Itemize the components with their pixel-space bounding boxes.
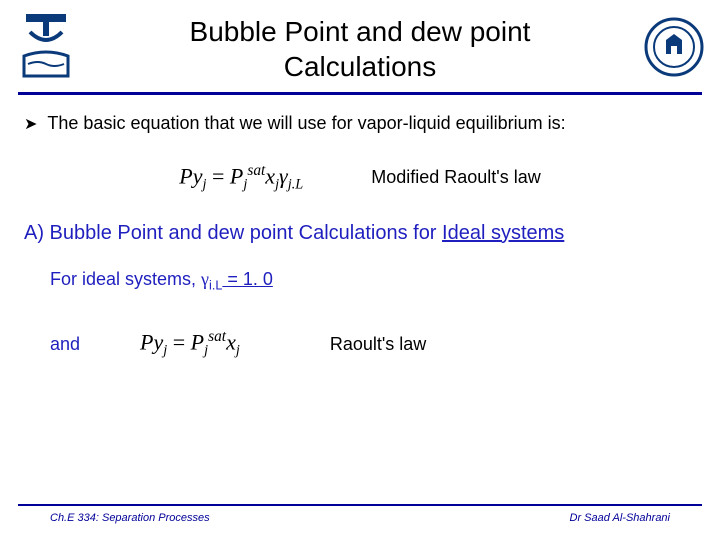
section-a-underlined: Ideal systems xyxy=(442,222,564,244)
logo-right xyxy=(644,12,704,82)
slide-body: ➤ The basic equation that we will use fo… xyxy=(0,95,720,360)
bullet-1: ➤ The basic equation that we will use fo… xyxy=(24,113,696,134)
title-line-1: Bubble Point and dew point xyxy=(190,16,531,47)
footer-rule xyxy=(18,504,702,506)
ideal-suffix: = 1. 0 xyxy=(222,269,273,289)
ideal-systems-line: For ideal systems, γi.L = 1. 0 xyxy=(50,269,696,293)
section-a-heading: A) Bubble Point and dew point Calculatio… xyxy=(24,222,696,245)
slide-header: Bubble Point and dew point Calculations xyxy=(0,0,720,95)
footer-left: Ch.E 334: Separation Processes xyxy=(50,512,210,524)
bullet-text: The basic equation that we will use for … xyxy=(47,113,565,134)
equation-1: Pyj = Pjsatxjγj.L xyxy=(179,162,303,194)
equation-2-row: and Pyj = Pjsatxj Raoult's law xyxy=(50,328,696,360)
and-text: and xyxy=(50,334,80,355)
section-a-prefix: A) Bubble Point and dew point Calculatio… xyxy=(24,222,442,244)
footer-row: Ch.E 334: Separation Processes Dr Saad A… xyxy=(0,512,720,524)
ideal-gamma: γ xyxy=(201,269,209,289)
equation-2: Pyj = Pjsatxj xyxy=(140,328,240,360)
logo-left xyxy=(16,12,76,82)
equation-1-row: Pyj = Pjsatxjγj.L Modified Raoult's law xyxy=(24,162,696,194)
slide-title: Bubble Point and dew point Calculations xyxy=(0,14,720,84)
title-line-2: Calculations xyxy=(284,51,437,82)
ideal-prefix: For ideal systems, xyxy=(50,269,201,289)
footer-right: Dr Saad Al-Shahrani xyxy=(570,512,670,524)
equation-2-label: Raoult's law xyxy=(330,334,426,355)
equation-1-label: Modified Raoult's law xyxy=(371,167,541,188)
bullet-marker: ➤ xyxy=(24,117,37,133)
header-rule xyxy=(18,92,702,95)
ideal-gamma-sub: i.L xyxy=(209,278,222,292)
slide-footer: Ch.E 334: Separation Processes Dr Saad A… xyxy=(0,504,720,524)
